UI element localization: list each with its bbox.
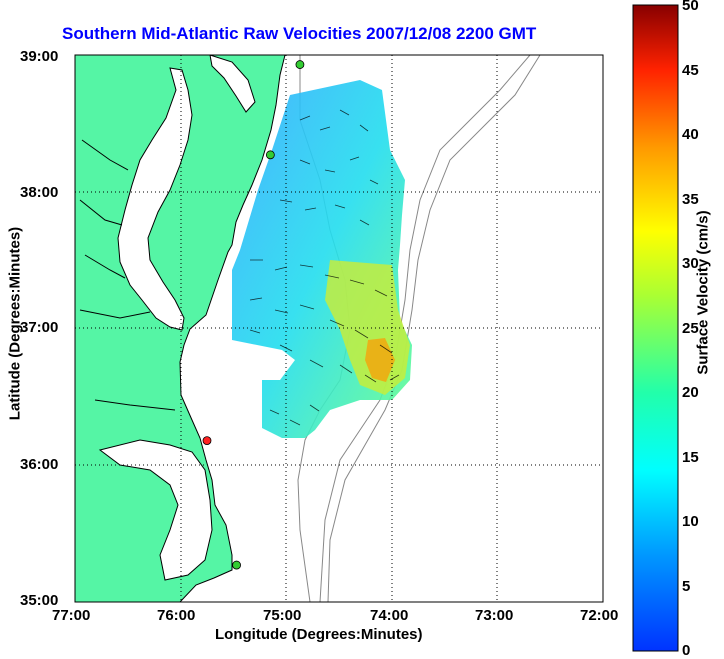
colorbar-tick-50: 50 — [682, 0, 699, 14]
colorbar-tick-15: 15 — [682, 449, 699, 466]
map-title: Southern Mid-Atlantic Raw Velocities 200… — [62, 24, 537, 43]
station-marker — [265, 150, 275, 160]
x-tick-77: 77:00 — [52, 607, 91, 624]
colorbar-tick-30: 30 — [682, 255, 699, 272]
colorbar-tick-0: 0 — [682, 642, 691, 659]
grid-lines — [75, 55, 603, 602]
x-tick-72: 72:00 — [580, 607, 619, 624]
delaware-bay — [209, 55, 256, 113]
colorbar-tick-5: 5 — [682, 578, 691, 595]
plot-frame — [74, 54, 604, 603]
river-rappahannock — [79, 199, 123, 226]
x-tick-73: 73:00 — [475, 607, 514, 624]
station-marker — [202, 436, 212, 446]
y-tick-39: 39:00 — [20, 48, 59, 65]
colorbar-tick-10: 10 — [682, 513, 699, 530]
y-tick-37: 37:00 — [20, 319, 59, 336]
y-tick-35: 35:00 — [20, 592, 59, 609]
x-tick-74: 74:00 — [370, 607, 409, 624]
colorbar-tick-45: 45 — [682, 62, 699, 79]
x-axis-label: Longitude (Degrees:Minutes) — [215, 626, 423, 643]
colorbar-tick-40: 40 — [682, 126, 699, 143]
colorbar-tick-35: 35 — [682, 191, 699, 208]
river-potomac — [81, 139, 129, 171]
river-york — [84, 254, 126, 279]
colorbar — [632, 4, 679, 652]
velocity-peak — [365, 338, 395, 382]
x-tick-76: 76:00 — [157, 607, 196, 624]
river-albemarle — [94, 399, 176, 411]
contour-slope-1 — [319, 55, 531, 602]
station-marker — [295, 60, 305, 69]
station-markers — [202, 60, 305, 570]
y-tick-36: 36:00 — [20, 456, 59, 473]
x-tick-75: 75:00 — [263, 607, 302, 624]
colorbar-tick-25: 25 — [682, 320, 699, 337]
river-james — [79, 309, 151, 319]
station-marker — [232, 560, 241, 570]
y-tick-38: 38:00 — [20, 184, 59, 201]
pamlico-sound — [98, 439, 213, 581]
colorbar-tick-20: 20 — [682, 384, 699, 401]
chesapeake-bay — [117, 67, 193, 331]
contour-slope-2 — [327, 55, 541, 602]
